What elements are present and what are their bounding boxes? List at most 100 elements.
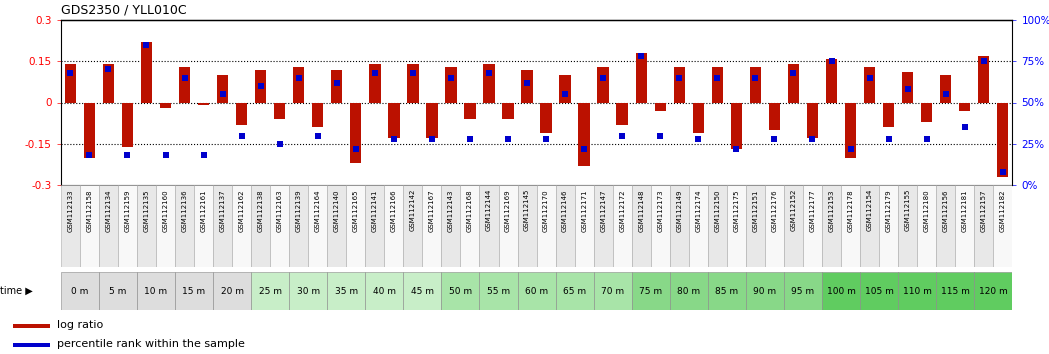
Bar bbox=[559, 75, 571, 103]
Point bbox=[480, 70, 497, 76]
Bar bbox=[465, 103, 475, 119]
Text: GSM112171: GSM112171 bbox=[581, 189, 587, 232]
Bar bbox=[442, 272, 479, 310]
Text: GSM112151: GSM112151 bbox=[752, 189, 758, 232]
Bar bbox=[594, 272, 631, 310]
Bar bbox=[746, 272, 784, 310]
Bar bbox=[578, 103, 590, 166]
Bar bbox=[826, 58, 837, 103]
Bar bbox=[290, 185, 308, 267]
Text: 110 m: 110 m bbox=[903, 286, 932, 296]
Text: 15 m: 15 m bbox=[183, 286, 206, 296]
Text: 70 m: 70 m bbox=[601, 286, 624, 296]
Text: GDS2350 / YLL010C: GDS2350 / YLL010C bbox=[61, 4, 187, 16]
Point bbox=[918, 136, 935, 142]
Text: 5 m: 5 m bbox=[109, 286, 127, 296]
Bar bbox=[673, 67, 685, 103]
Bar bbox=[350, 103, 362, 163]
Point bbox=[842, 146, 859, 152]
Bar bbox=[327, 185, 346, 267]
Text: GSM112177: GSM112177 bbox=[810, 189, 815, 232]
Point bbox=[443, 75, 459, 81]
Text: 115 m: 115 m bbox=[941, 286, 969, 296]
Bar bbox=[445, 67, 456, 103]
Bar bbox=[898, 272, 936, 310]
Point bbox=[176, 75, 193, 81]
Bar bbox=[956, 185, 975, 267]
Bar bbox=[540, 103, 552, 133]
Bar bbox=[426, 103, 437, 138]
Bar bbox=[807, 103, 818, 138]
Bar bbox=[122, 103, 133, 147]
Bar bbox=[232, 185, 251, 267]
Point bbox=[651, 133, 668, 138]
Text: GSM112152: GSM112152 bbox=[791, 189, 796, 232]
Bar bbox=[117, 185, 137, 267]
Bar bbox=[727, 185, 746, 267]
Bar bbox=[879, 185, 898, 267]
Point bbox=[957, 124, 973, 130]
Bar bbox=[137, 185, 156, 267]
Text: 65 m: 65 m bbox=[563, 286, 586, 296]
Text: GSM112173: GSM112173 bbox=[658, 189, 663, 232]
Bar bbox=[841, 185, 860, 267]
Point bbox=[119, 153, 135, 158]
Point bbox=[671, 75, 688, 81]
Text: GSM112166: GSM112166 bbox=[391, 189, 397, 232]
Bar bbox=[975, 185, 993, 267]
Point bbox=[899, 86, 916, 92]
Text: GSM112159: GSM112159 bbox=[125, 189, 130, 232]
Bar bbox=[327, 272, 365, 310]
Text: 120 m: 120 m bbox=[979, 286, 1008, 296]
Bar bbox=[407, 64, 419, 103]
Bar bbox=[308, 185, 327, 267]
Bar bbox=[822, 272, 860, 310]
Text: time ▶: time ▶ bbox=[0, 286, 33, 296]
Bar bbox=[556, 185, 575, 267]
Point bbox=[747, 75, 764, 81]
Bar bbox=[404, 185, 423, 267]
Point bbox=[785, 70, 801, 76]
Bar bbox=[517, 185, 537, 267]
Bar bbox=[331, 69, 342, 103]
Bar bbox=[61, 185, 80, 267]
Text: GSM112154: GSM112154 bbox=[866, 189, 873, 232]
Bar bbox=[84, 103, 95, 158]
Bar bbox=[369, 64, 381, 103]
Text: GSM112133: GSM112133 bbox=[67, 189, 73, 232]
Bar bbox=[498, 185, 517, 267]
Text: 85 m: 85 m bbox=[715, 286, 738, 296]
Bar bbox=[650, 185, 669, 267]
Point bbox=[861, 75, 878, 81]
Text: GSM112147: GSM112147 bbox=[600, 189, 606, 232]
Point bbox=[938, 91, 955, 97]
Point bbox=[880, 136, 897, 142]
Point bbox=[976, 58, 992, 64]
Bar bbox=[156, 185, 175, 267]
Text: GSM112179: GSM112179 bbox=[885, 189, 892, 232]
Point bbox=[766, 136, 783, 142]
Bar bbox=[80, 185, 99, 267]
Bar bbox=[975, 272, 1012, 310]
Text: GSM112168: GSM112168 bbox=[467, 189, 473, 232]
Text: GSM112161: GSM112161 bbox=[200, 189, 207, 232]
Bar bbox=[13, 343, 50, 347]
Bar bbox=[141, 42, 152, 103]
Text: GSM112140: GSM112140 bbox=[334, 189, 340, 232]
Bar bbox=[365, 272, 404, 310]
Bar bbox=[461, 185, 479, 267]
Bar bbox=[556, 272, 594, 310]
Bar bbox=[99, 272, 137, 310]
Bar bbox=[159, 103, 171, 108]
Text: GSM112137: GSM112137 bbox=[219, 189, 226, 232]
Point bbox=[291, 75, 307, 81]
Point bbox=[633, 53, 649, 59]
Point bbox=[614, 133, 630, 138]
Point bbox=[214, 91, 231, 97]
Text: GSM112148: GSM112148 bbox=[638, 189, 644, 232]
Bar bbox=[103, 64, 114, 103]
Bar bbox=[689, 185, 708, 267]
Text: GSM112138: GSM112138 bbox=[258, 189, 263, 232]
Bar bbox=[631, 272, 669, 310]
Bar bbox=[251, 272, 290, 310]
